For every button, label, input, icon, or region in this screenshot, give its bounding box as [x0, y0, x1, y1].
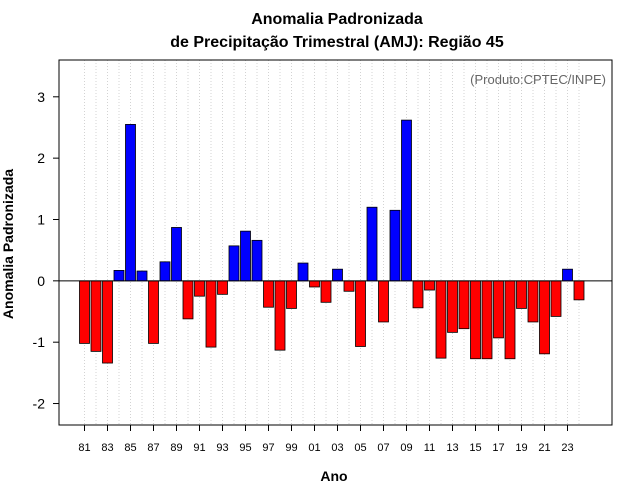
x-tick-label: 05 — [354, 442, 366, 454]
bar-23 — [562, 268, 573, 282]
bar-83 — [102, 280, 113, 364]
bar-05 — [355, 280, 366, 347]
bar-06 — [366, 206, 378, 282]
bar-02 — [320, 280, 332, 303]
bar-07 — [378, 280, 389, 323]
y-tick-label: 1 — [37, 211, 45, 227]
bar-95 — [240, 230, 251, 282]
x-tick-label: 01 — [308, 442, 320, 454]
bar-08 — [389, 209, 401, 282]
x-tick-label: 15 — [469, 442, 481, 454]
bar-04 — [343, 280, 355, 292]
bar-99 — [286, 280, 297, 309]
x-tick-label: 85 — [124, 442, 136, 454]
bar-81 — [79, 280, 90, 344]
x-tick-label: 21 — [538, 442, 550, 454]
x-tick-label: 87 — [147, 442, 159, 454]
chart-title-line-2: de Precipitação Trimestral (AMJ): Região… — [170, 34, 504, 51]
bar-90 — [182, 280, 194, 320]
x-tick-label: 83 — [101, 442, 113, 454]
x-axis-title: Ano — [320, 468, 347, 484]
bar-87 — [148, 280, 159, 344]
x-tick-label: 97 — [262, 442, 274, 454]
bar-03 — [332, 268, 343, 282]
bars — [79, 119, 585, 364]
y-tick-label: 2 — [37, 150, 45, 166]
bar-09 — [401, 119, 412, 282]
bar-21 — [539, 280, 550, 355]
bar-17 — [493, 280, 504, 339]
bar-18 — [504, 280, 516, 360]
x-tick-label: 11 — [424, 442, 435, 454]
x-tick-label: 95 — [239, 442, 251, 454]
bar-22 — [550, 280, 562, 317]
x-tick-label: 91 — [193, 442, 205, 454]
x-tick-label: 23 — [561, 442, 573, 454]
bar-82 — [90, 280, 102, 352]
bar-94 — [228, 245, 240, 282]
x-tick-label: 03 — [331, 442, 343, 454]
bar-20 — [527, 280, 539, 323]
x-tick-label: 07 — [377, 442, 389, 454]
y-tick-label: 0 — [37, 273, 45, 289]
x-tick-label: 17 — [492, 442, 504, 454]
y-axis-title: Anomalia Padronizada — [0, 169, 16, 319]
x-tick-label: 81 — [78, 442, 90, 454]
bar-01 — [309, 280, 320, 288]
plot-frame — [58, 59, 613, 426]
bar-24 — [573, 280, 585, 301]
y-axis: -2 -1 0 1 2 3 — [33, 89, 59, 412]
bar-12 — [435, 280, 447, 359]
chart-title-line-1: Anomalia Padronizada — [251, 11, 423, 28]
x-tick-label: 13 — [446, 442, 458, 454]
bar-11 — [424, 280, 435, 291]
grid-lines — [84, 60, 580, 425]
bar-13 — [447, 280, 458, 333]
x-tick-label: 93 — [216, 442, 228, 454]
bar-16 — [481, 280, 493, 360]
bar-97 — [263, 280, 274, 308]
bar-98 — [274, 280, 286, 351]
bar-19 — [516, 280, 527, 309]
x-tick-label: 99 — [285, 442, 297, 454]
bar-84 — [113, 270, 125, 282]
x-tick-label: 09 — [400, 442, 412, 454]
bar-96 — [251, 239, 263, 282]
bar-00 — [297, 262, 309, 282]
credit-label: (Produto:CPTEC/INPE) — [470, 72, 606, 87]
y-tick-label: 3 — [37, 89, 45, 105]
bar-89 — [171, 227, 182, 282]
bar-92 — [205, 280, 217, 348]
x-tick-label: 89 — [170, 442, 182, 454]
y-tick-label: -1 — [33, 334, 46, 350]
bar-93 — [217, 280, 228, 295]
bar-88 — [159, 261, 171, 282]
y-tick-label: -2 — [33, 396, 46, 412]
bar-86 — [136, 270, 148, 282]
x-axis: 81 83 85 87 89 91 93 95 97 99 01 03 05 07 09 11 13 15 17 19… — [78, 425, 574, 454]
bar-15 — [470, 280, 481, 360]
bar-91 — [194, 280, 205, 297]
bar-10 — [412, 280, 424, 309]
x-tick-label: 19 — [515, 442, 527, 454]
bar-85 — [125, 124, 136, 282]
bar-14 — [458, 280, 470, 330]
